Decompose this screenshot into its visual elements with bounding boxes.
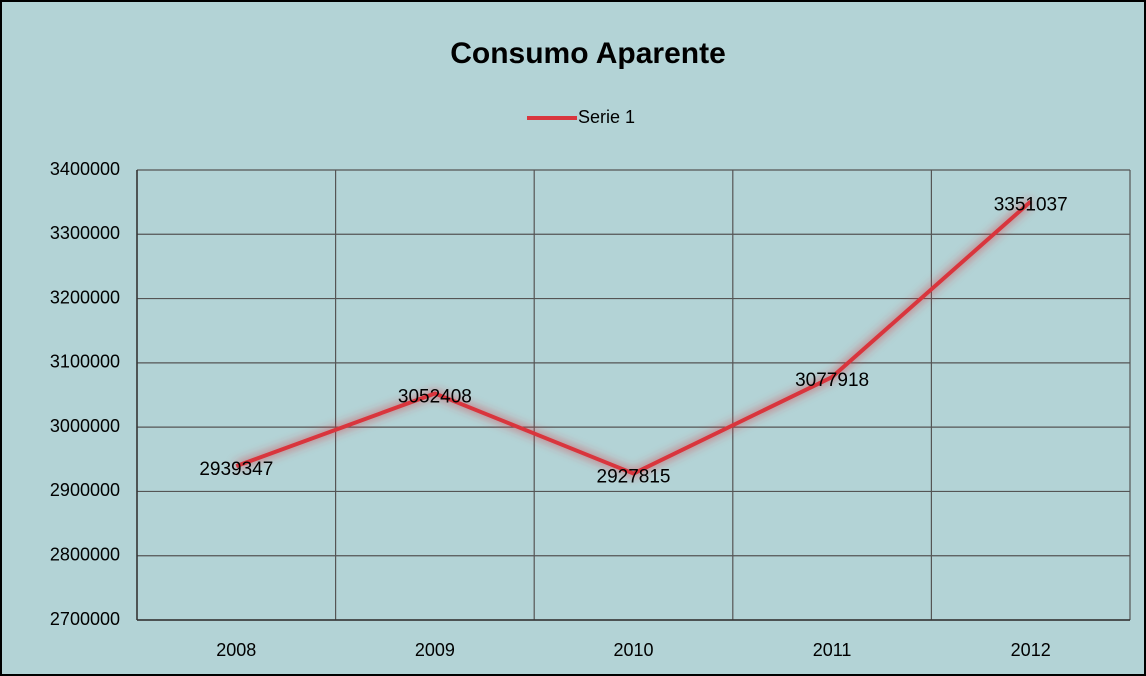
series-line: [235, 199, 1033, 476]
data-label: 3077918: [795, 370, 869, 391]
x-tick-label: 2010: [613, 640, 653, 660]
data-label: 2927815: [597, 467, 671, 488]
x-tick-label: 2008: [216, 640, 256, 660]
y-tick-label: 3400000: [50, 159, 120, 179]
data-label: 2939347: [199, 459, 273, 480]
data-label: 3052408: [398, 386, 472, 407]
y-tick-label: 2700000: [50, 609, 120, 629]
y-tick-label: 2900000: [50, 480, 120, 500]
x-tick-label: 2012: [1011, 640, 1051, 660]
y-tick-label: 3300000: [50, 223, 120, 243]
data-label: 3351037: [994, 194, 1068, 215]
chart-title: Consumo Aparente: [450, 37, 726, 70]
legend-label: Serie 1: [578, 107, 635, 127]
y-tick-label: 2800000: [50, 544, 120, 564]
x-tick-label: 2009: [415, 640, 455, 660]
y-tick-label: 3200000: [50, 287, 120, 307]
y-tick-label: 3000000: [50, 416, 120, 436]
x-tick-label: 2011: [813, 640, 852, 660]
y-tick-label: 3100000: [50, 352, 120, 372]
